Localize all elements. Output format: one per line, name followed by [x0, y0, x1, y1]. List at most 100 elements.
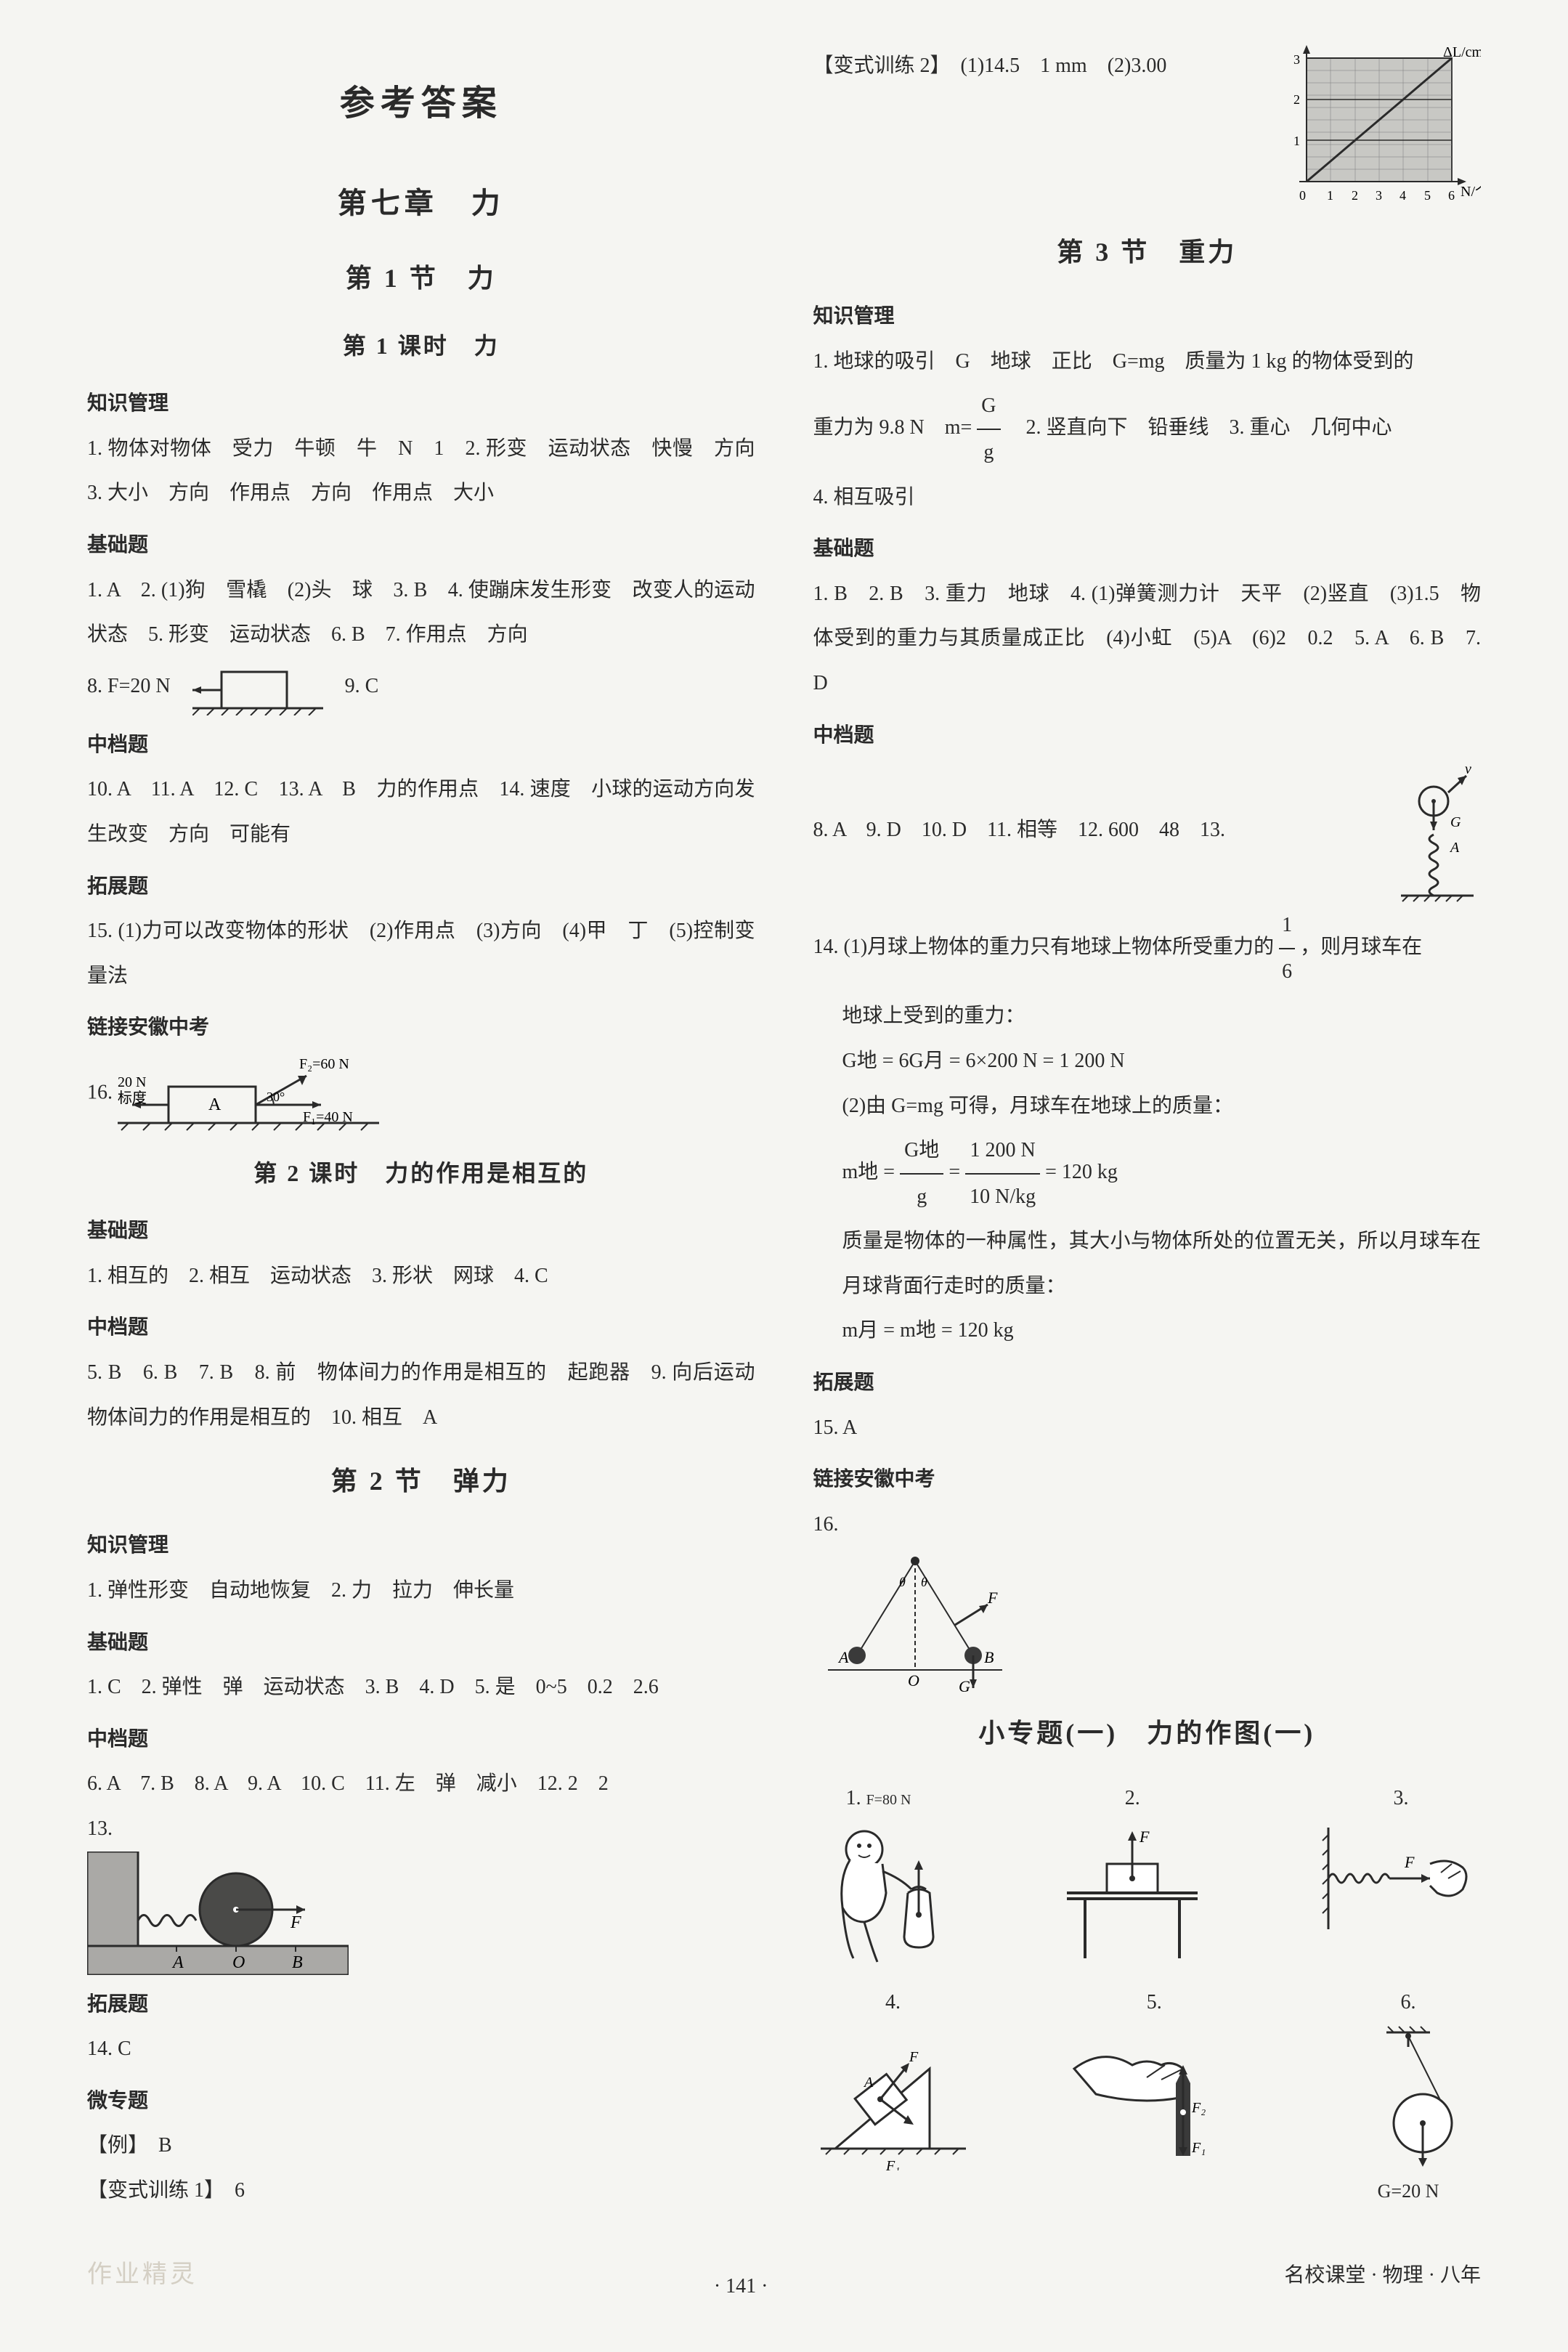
- svg-text:F₁=40 N: F₁=40 N: [303, 1109, 353, 1125]
- l2-zhongdang: 5. B 6. B 7. B 8. 前 物体间力的作用是相互的 起跑器 9. 向…: [87, 1350, 755, 1440]
- zhongdang-label: 中档题: [87, 723, 755, 768]
- s2-tuozhan: 14. C: [87, 2027, 755, 2072]
- svg-text:F: F: [987, 1589, 998, 1607]
- svg-text:A: A: [171, 1953, 184, 1972]
- section-2: 第 2 节 弹力: [87, 1453, 755, 1510]
- weizhuanti-label: 微专题: [87, 2079, 755, 2124]
- svg-text:5: 5: [1424, 188, 1431, 203]
- svg-text:A: A: [837, 1648, 849, 1666]
- s2-q13: 13.: [87, 1817, 113, 1840]
- svg-text:2: 2: [1293, 92, 1300, 107]
- s3-zhishi-c: 4. 相互吸引: [813, 475, 1482, 520]
- footer-right: 名校课堂 · 物理 · 八年: [1284, 2253, 1481, 2298]
- s3-q16-diagram: A B O F G θ θ: [813, 1546, 1017, 1692]
- svg-text:标度: 标度: [118, 1090, 147, 1106]
- svg-text:F: F: [1404, 1853, 1415, 1871]
- svg-text:3: 3: [1293, 52, 1300, 67]
- small-1: 1. F=80 N: [813, 1776, 944, 1966]
- q8-prefix: 8. F=20 N: [87, 664, 171, 709]
- svg-text:v: v: [1465, 761, 1471, 777]
- s3-zhishi-label: 知识管理: [813, 294, 1482, 339]
- svg-text:θ: θ: [899, 1575, 906, 1589]
- s2-zhongdang-label: 中档题: [87, 1717, 755, 1762]
- svg-text:F₁: F₁: [1191, 2140, 1206, 2156]
- svg-text:G: G: [1450, 814, 1461, 830]
- svg-text:A: A: [863, 2075, 874, 2091]
- s3-zhongdang-label: 中档题: [813, 713, 1482, 758]
- svg-text:A: A: [1449, 840, 1460, 856]
- chart-diagram: ΔL/cm N/个 0: [1277, 44, 1481, 211]
- small-5: 5. F₂ F₁: [1067, 1980, 1241, 2212]
- bianshi-2: 【变式训练 2】 (1)14.5 1 mm (2)3.00: [813, 44, 1264, 89]
- small-topic: 小专题(一) 力的作图(一): [813, 1705, 1482, 1762]
- s3-jichu: 1. B 2. B 3. 重力 地球 4. (1)弹簧测力计 天平 (2)竖直 …: [813, 572, 1482, 706]
- s3-lianjie-label: 链接安徽中考: [813, 1457, 1482, 1502]
- s3-14f: 质量是物体的一种属性，其大小与物体所处的位置无关，所以月球车在月球背面行走时的质…: [813, 1219, 1482, 1308]
- svg-text:1: 1: [1293, 134, 1300, 148]
- tuozhan-label: 拓展题: [87, 864, 755, 909]
- svg-text:B: B: [292, 1953, 303, 1972]
- svg-text:F₂: F₂: [1191, 2100, 1206, 2116]
- page-number: · 141 ·: [714, 2264, 768, 2309]
- s2-zhishi: 1. 弹性形变 自动地恢复 2. 力 拉力 伸长量: [87, 1568, 755, 1613]
- l2-jichu-label: 基础题: [87, 1209, 755, 1254]
- s3-q13-diagram: v G A: [1386, 758, 1481, 903]
- watermark-left: 作业精灵: [87, 2248, 198, 2303]
- svg-text:F₁: F₁: [885, 2158, 900, 2170]
- bianshi-1: 【变式训练 1】 6: [87, 2168, 755, 2213]
- l2-jichu: 1. 相互的 2. 相互 运动状态 3. 形状 网球 4. C: [87, 1254, 755, 1299]
- svg-text:B: B: [984, 1648, 994, 1666]
- jichu-label: 基础题: [87, 523, 755, 568]
- s3-q16: 16.: [813, 1513, 839, 1536]
- q9: 9. C: [345, 664, 379, 709]
- section-3: 第 3 节 重力: [813, 224, 1482, 281]
- s3-14g: m月 = m地 = 120 kg: [813, 1308, 1482, 1353]
- svg-text:20 N: 20 N: [118, 1074, 146, 1090]
- section-1: 第 1 节 力: [87, 250, 755, 307]
- jichu-1: 1. A 2. (1)狗 雪橇 (2)头 球 3. B 4. 使蹦床发生形变 改…: [87, 568, 755, 657]
- svg-text:O: O: [908, 1671, 919, 1690]
- tuozhan-1: 15. (1)力可以改变物体的形状 (2)作用点 (3)方向 (4)甲 丁 (5…: [87, 909, 755, 998]
- small-2: 2. F: [1052, 1776, 1212, 1966]
- s2-jichu-label: 基础题: [87, 1621, 755, 1666]
- s3-14a: 14. (1)月球上物体的重力只有地球上物体所受重力的 1 6 ，则月球车在: [813, 903, 1482, 994]
- s3-14d: (2)由 G=mg 可得，月球车在地球上的质量：: [813, 1084, 1482, 1129]
- li-example: 【例】 B: [87, 2123, 755, 2168]
- s3-14b: 地球上受到的重力：: [813, 994, 1482, 1039]
- svg-text:0: 0: [1299, 188, 1306, 203]
- q8-diagram: [192, 657, 323, 715]
- s3-tuozhan-label: 拓展题: [813, 1360, 1482, 1406]
- lianjie-label: 链接安徽中考: [87, 1005, 755, 1050]
- svg-text:F₂=60 N: F₂=60 N: [299, 1056, 349, 1072]
- small-4: 4. A F F₁: [813, 1980, 973, 2212]
- svg-text:4: 4: [1400, 188, 1406, 203]
- s2-q13-diagram: F A O B: [87, 1852, 349, 1975]
- svg-text:A: A: [208, 1095, 222, 1114]
- s3-zhongdang-a: 8. A 9. D 10. D 11. 相等 12. 600 48 13.: [813, 808, 1365, 853]
- s2-jichu: 1. C 2. 弹性 弹 运动状态 3. B 4. D 5. 是 0~5 0.2…: [87, 1665, 755, 1710]
- svg-text:F: F: [909, 2049, 919, 2065]
- zhishi-text: 1. 物体对物体 受力 牛顿 牛 N 1 2. 形变 运动状态 快慢 方向 3.…: [87, 426, 755, 516]
- s2-zhongdang-a: 6. A 7. B 8. A 9. A 10. C 11. 左 弹 减小 12.…: [87, 1761, 755, 1806]
- lesson-2: 第 2 课时 力的作用是相互的: [87, 1148, 755, 1199]
- svg-text:G: G: [959, 1677, 970, 1692]
- zhishi-label: 知识管理: [87, 381, 755, 426]
- s3-14e: m地 = G地 g = 1 200 N 10 N/kg = 120 kg: [813, 1128, 1482, 1219]
- lesson-1: 第 1 课时 力: [87, 320, 755, 371]
- svg-text:O: O: [232, 1953, 245, 1972]
- svg-text:2: 2: [1352, 188, 1358, 203]
- svg-text:F: F: [290, 1913, 301, 1932]
- s3-tuozhan: 15. A: [813, 1406, 1482, 1451]
- zhongdang-1: 10. A 11. A 12. C 13. A B 力的作用点 14. 速度 小…: [87, 767, 755, 856]
- svg-text:3: 3: [1376, 188, 1382, 203]
- chapter-title: 第七章 力: [87, 171, 755, 235]
- s3-zhishi-b: 重力为 9.8 N m= G g 2. 竖直向下 铅垂线 3. 重心 几何中心: [813, 384, 1482, 474]
- l2-zhongdang-label: 中档题: [87, 1305, 755, 1350]
- title-main: 参考答案: [87, 65, 755, 142]
- svg-text:N/个: N/个: [1461, 183, 1481, 200]
- s2-zhishi-label: 知识管理: [87, 1523, 755, 1568]
- s3-jichu-label: 基础题: [813, 527, 1482, 572]
- small-6: 6. G=20 N: [1336, 1980, 1481, 2212]
- s3-zhishi-a: 1. 地球的吸引 G 地球 正比 G=mg 质量为 1 kg 的物体受到的: [813, 339, 1482, 384]
- svg-text:30°: 30°: [267, 1090, 285, 1104]
